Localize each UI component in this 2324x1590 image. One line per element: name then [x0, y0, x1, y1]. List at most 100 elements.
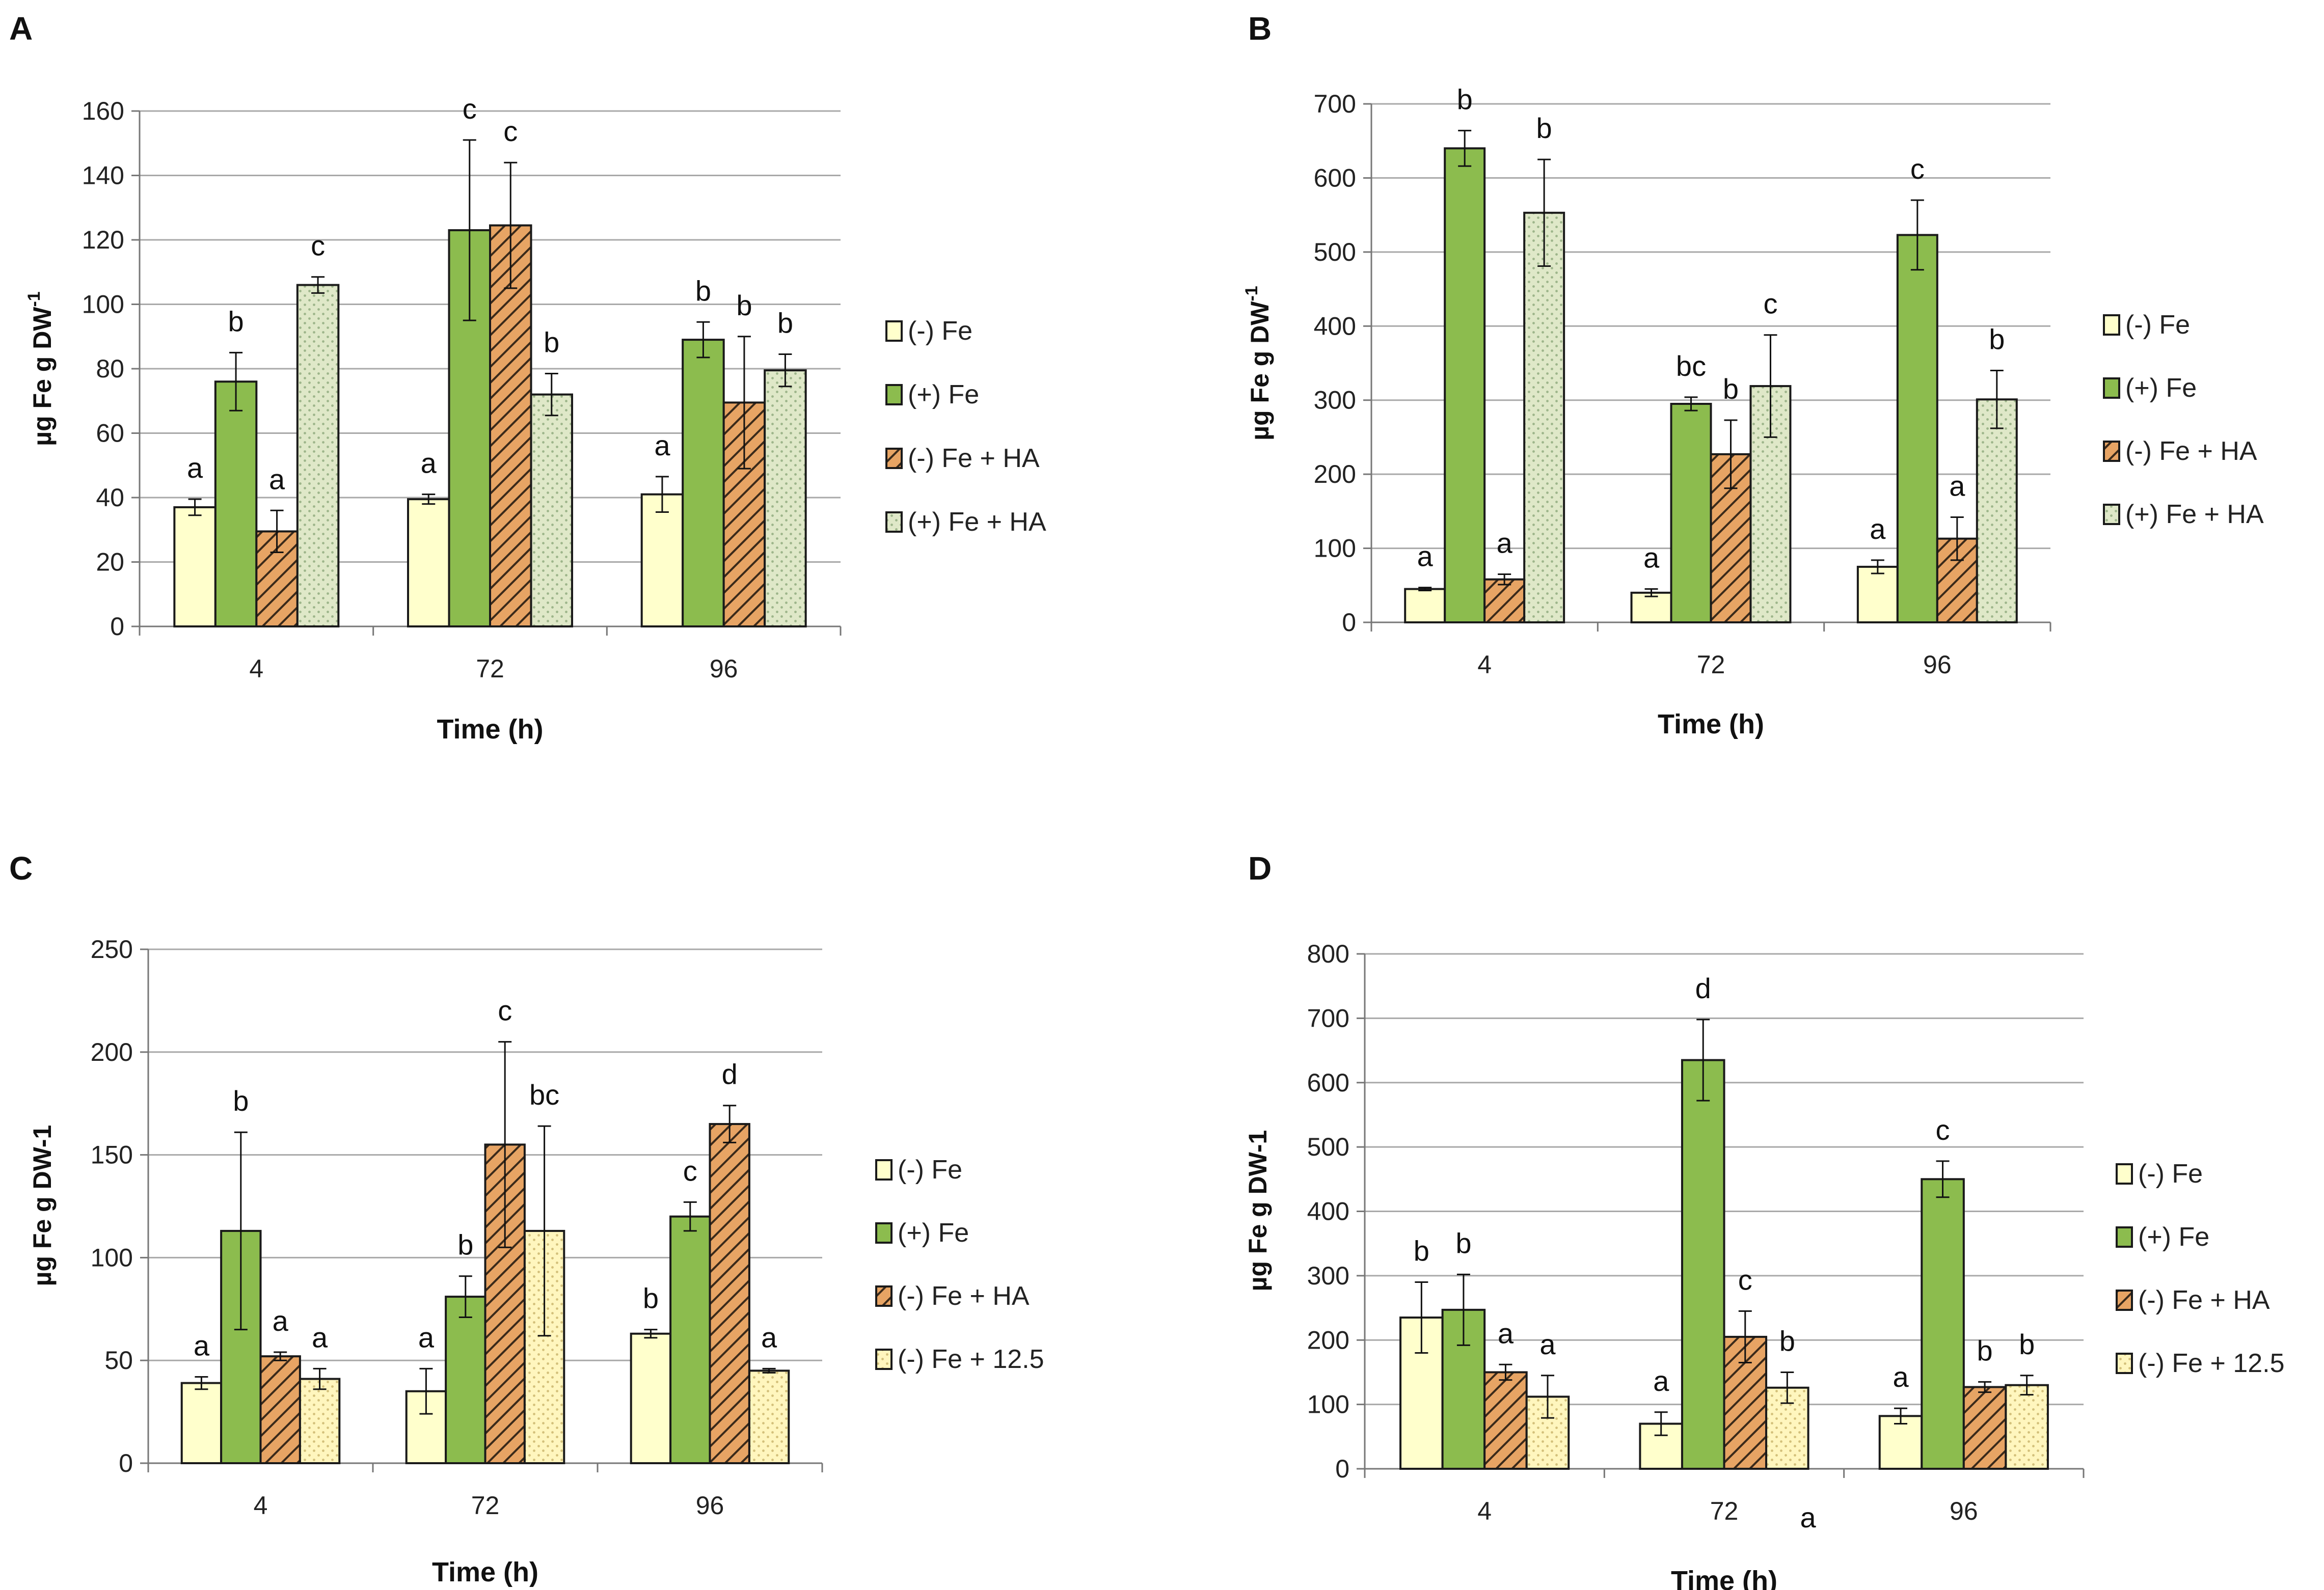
x-tick-label: 96 [710, 654, 738, 683]
significance-letter: a [1949, 470, 1965, 502]
significance-letter: a [269, 463, 285, 495]
significance-letter: c [311, 230, 325, 262]
significance-letter: b [228, 305, 244, 337]
y-axis-label-superscript: -1 [1242, 286, 1261, 301]
panel-label: C [9, 850, 33, 887]
significance-letter: bc [529, 1079, 559, 1111]
bar-plus-fe-ha [530, 393, 573, 627]
legend-label: (-) Fe [2138, 1159, 2203, 1189]
significance-letter: a [1498, 1317, 1514, 1349]
significance-letter: d [722, 1058, 738, 1090]
significance-letter: a [654, 429, 670, 461]
significance-letter: a [1539, 1328, 1556, 1360]
y-tick-label: 0 [119, 1449, 133, 1477]
y-tick-label: 60 [96, 419, 124, 448]
y-tick-label: 700 [1314, 90, 1356, 118]
y-tick-label: 100 [1307, 1390, 1349, 1419]
legend-swatch [2103, 504, 2120, 525]
bar-minus-fe [630, 1332, 672, 1464]
legend-swatch [2116, 1290, 2133, 1311]
x-axis-label: Time (h) [437, 714, 543, 745]
y-tick-label: 140 [82, 161, 124, 190]
x-tick-label: 4 [1477, 1497, 1492, 1525]
significance-letter: d [1695, 972, 1711, 1004]
significance-letter: a [1653, 1365, 1669, 1397]
legend-label: (+) Fe [2125, 373, 2197, 403]
significance-letter: b [777, 307, 793, 339]
bar-minus-fe [1630, 591, 1672, 624]
bar-plus-fe [1921, 1178, 1965, 1470]
significance-letter: c [1936, 1114, 1950, 1146]
significance-letter: a [194, 1329, 210, 1361]
legend-label: (-) Fe + 12.5 [898, 1345, 1044, 1374]
significance-letter: b [1536, 112, 1552, 144]
legend-label: (-) Fe [908, 316, 972, 346]
bar-plus-fe-ha [296, 284, 340, 627]
y-tick-label: 600 [1307, 1068, 1349, 1097]
legend-label: (-) Fe + HA [908, 444, 1040, 473]
significance-letter: b [544, 326, 559, 358]
significance-letter: a [1497, 527, 1513, 559]
significance-letter: b [643, 1282, 659, 1314]
significance-letter: a [1870, 513, 1886, 545]
bar-plus-fe [669, 1215, 711, 1464]
x-tick-label: 96 [696, 1491, 724, 1520]
y-axis-label-superscript: -1 [24, 291, 44, 307]
bar-plus-fe-ha [1523, 211, 1565, 623]
y-tick-label: 20 [96, 548, 124, 577]
y-tick-label: 0 [110, 612, 124, 641]
significance-letter: b [1989, 323, 2005, 355]
panel-label: D [1248, 850, 1272, 887]
bar-minus-fe-ha [259, 1355, 301, 1464]
bar-minus-fe [407, 498, 450, 627]
x-tick-label: 72 [1697, 650, 1725, 679]
bar-plus-fe [1681, 1059, 1725, 1470]
significance-letter: b [1779, 1325, 1795, 1357]
significance-letter: b [2019, 1328, 2035, 1360]
bar-plus-fe-ha [1976, 398, 2018, 623]
legend: (-) Fe (+) Fe (-) Fe + HA (+) Fe + HA [2103, 310, 2264, 529]
legend: (-) Fe (+) Fe (-) Fe + HA (-) Fe + 12.5 [875, 1155, 1044, 1374]
legend-label: (-) Fe + 12.5 [2138, 1349, 2285, 1378]
significance-letter: a [187, 452, 203, 484]
bar-minus-fe-ha [1483, 578, 1526, 624]
y-axis-label-main: µg Fe g DW-1 [28, 1125, 57, 1286]
legend-swatch [2116, 1163, 2133, 1185]
bar-minus-fe-ha [1962, 1386, 2007, 1470]
bar-plus-fe [1670, 402, 1712, 623]
significance-letter: c [683, 1155, 697, 1187]
legend-label: (+) Fe + HA [908, 507, 1046, 537]
y-tick-label: 0 [1342, 608, 1356, 637]
legend-swatch [2103, 377, 2120, 399]
y-axis-label: µg Fe g DW-1 [28, 1125, 57, 1286]
x-tick-label: 4 [254, 1491, 268, 1520]
significance-letter: a [761, 1321, 777, 1353]
significance-letter: c [498, 995, 512, 1027]
y-tick-label: 160 [82, 97, 124, 125]
bar-minus-fe-12 [748, 1369, 790, 1464]
legend-swatch [875, 1349, 893, 1370]
legend-label: (-) Fe [2125, 310, 2190, 340]
bar-minus-fe [180, 1382, 223, 1464]
y-tick-label: 800 [1307, 940, 1349, 968]
legend-swatch [2116, 1353, 2133, 1374]
bar-plus-fe [1444, 147, 1486, 623]
significance-letter: c [1763, 288, 1777, 320]
y-tick-label: 300 [1314, 386, 1356, 415]
bar-plus-fe-ha [764, 369, 807, 627]
bar-plus-fe [220, 1229, 262, 1464]
significance-letter: b [233, 1085, 249, 1117]
y-axis-label: µg Fe g DW-1 [1244, 1130, 1272, 1292]
significance-letter: b [1455, 1227, 1471, 1259]
y-tick-label: 100 [1314, 534, 1356, 563]
significance-letter: b [736, 289, 752, 321]
y-tick-label: 250 [91, 935, 133, 964]
y-tick-label: 200 [1314, 460, 1356, 488]
y-tick-label: 500 [1307, 1133, 1349, 1161]
bar-minus-fe [1404, 588, 1446, 623]
y-axis-label: µg Fe g DW-1 [1242, 286, 1274, 440]
y-tick-label: 100 [91, 1243, 133, 1272]
legend: (-) Fe (+) Fe (-) Fe + HA (-) Fe + 12.5 [2116, 1159, 2285, 1378]
